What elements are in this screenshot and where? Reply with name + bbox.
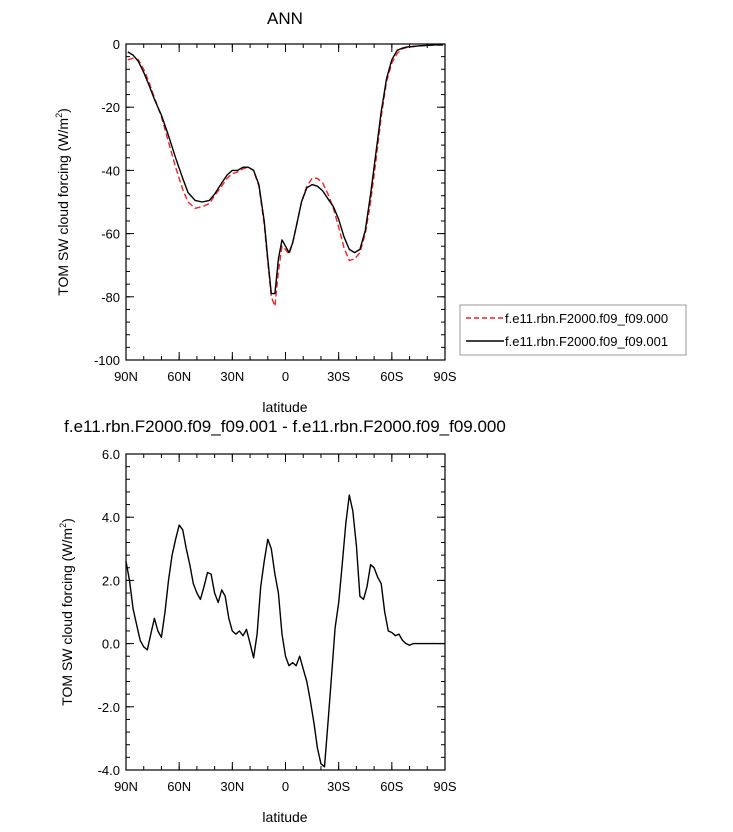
x-tick-label: 30S [327,369,350,384]
series-line-0 [125,494,445,768]
plot-border [125,43,446,361]
legend: f.e11.rbn.F2000.f09_f09.000 f.e11.rbn.F2… [459,304,687,356]
y-tick-label: 4.0 [102,510,120,525]
plot-frame [125,43,446,361]
panel-difference: f.e11.rbn.F2000.f09_f09.001 - f.e11.rbn.… [58,417,506,825]
y-tick-label: 0.0 [102,637,120,652]
y-axis-label: TOM SW cloud forcing (W/m2) [54,108,71,296]
y-tick-label: -100 [94,353,120,368]
y-axis-label-end: ) [59,518,75,523]
y-axis-label-superscript: 2 [54,113,64,118]
y-tick-label: -4.0 [98,763,120,778]
chart-title: ANN [267,9,303,28]
series-group [125,494,445,768]
series-group [127,44,444,307]
panel-annual-forcing: ANN 0-20-40-60-80-100 90N 60N 30N 0 30S 60S 90… [54,9,687,415]
y-tick-label: 0 [113,37,120,52]
x-axis-ticks: 90N 60N 30N 0 30S 60S 90S [114,44,457,384]
y-axis-label-text: TOM SW cloud forcing (W/m [59,528,75,706]
y-axis-label-text: TOM SW cloud forcing (W/m [55,118,71,296]
y-tick-label: -40 [101,163,120,178]
y-axis-label-superscript: 2 [58,523,68,528]
x-tick-label: 60N [167,369,191,384]
x-tick-label: 90N [114,369,138,384]
y-tick-label: -2.0 [98,700,120,715]
x-tick-label: 60N [167,779,191,794]
y-axis-label: TOM SW cloud forcing (W/m2) [58,518,75,706]
x-tick-label: 90S [433,369,456,384]
x-tick-label: 30S [327,779,350,794]
plot-border [125,453,446,771]
legend-label-series-0: f.e11.rbn.F2000.f09_f09.000 [505,311,668,326]
legend-box [459,304,687,356]
x-tick-label: 30N [220,779,244,794]
x-tick-label: 60S [380,779,403,794]
x-axis-ticks: 90N 60N 30N 0 30S 60S 90S [114,454,457,794]
x-tick-label: 60S [380,369,403,384]
x-tick-label: 90S [433,779,456,794]
series-line-0 [127,44,444,307]
legend-label-series-1: f.e11.rbn.F2000.f09_f09.001 [505,334,668,349]
y-axis-ticks: 0 -20 -40 -60 -80 -100 [94,37,445,368]
x-tick-label: 90N [114,779,138,794]
y-axis-label-end: ) [55,108,71,113]
x-axis-label: latitude [262,399,307,415]
x-tick-label: 30N [220,369,244,384]
y-tick-label: 6.0 [102,447,120,462]
y-tick-label: 2.0 [102,573,120,588]
y-axis-ticks: 6.0 4.0 2.0 0.0 -2.0 -4.0 [98,447,445,778]
x-tick-label: 0 [282,369,289,384]
x-tick-label: 0 [282,779,289,794]
chart-title: f.e11.rbn.F2000.f09_f09.001 - f.e11.rbn.… [64,417,506,436]
y-tick-label: -80 [101,290,120,305]
x-axis-label: latitude [262,809,307,825]
plot-frame [125,453,446,771]
y-tick-label: -20 [101,100,120,115]
y-tick-label: -60 [101,227,120,242]
series-line-1 [127,44,444,295]
